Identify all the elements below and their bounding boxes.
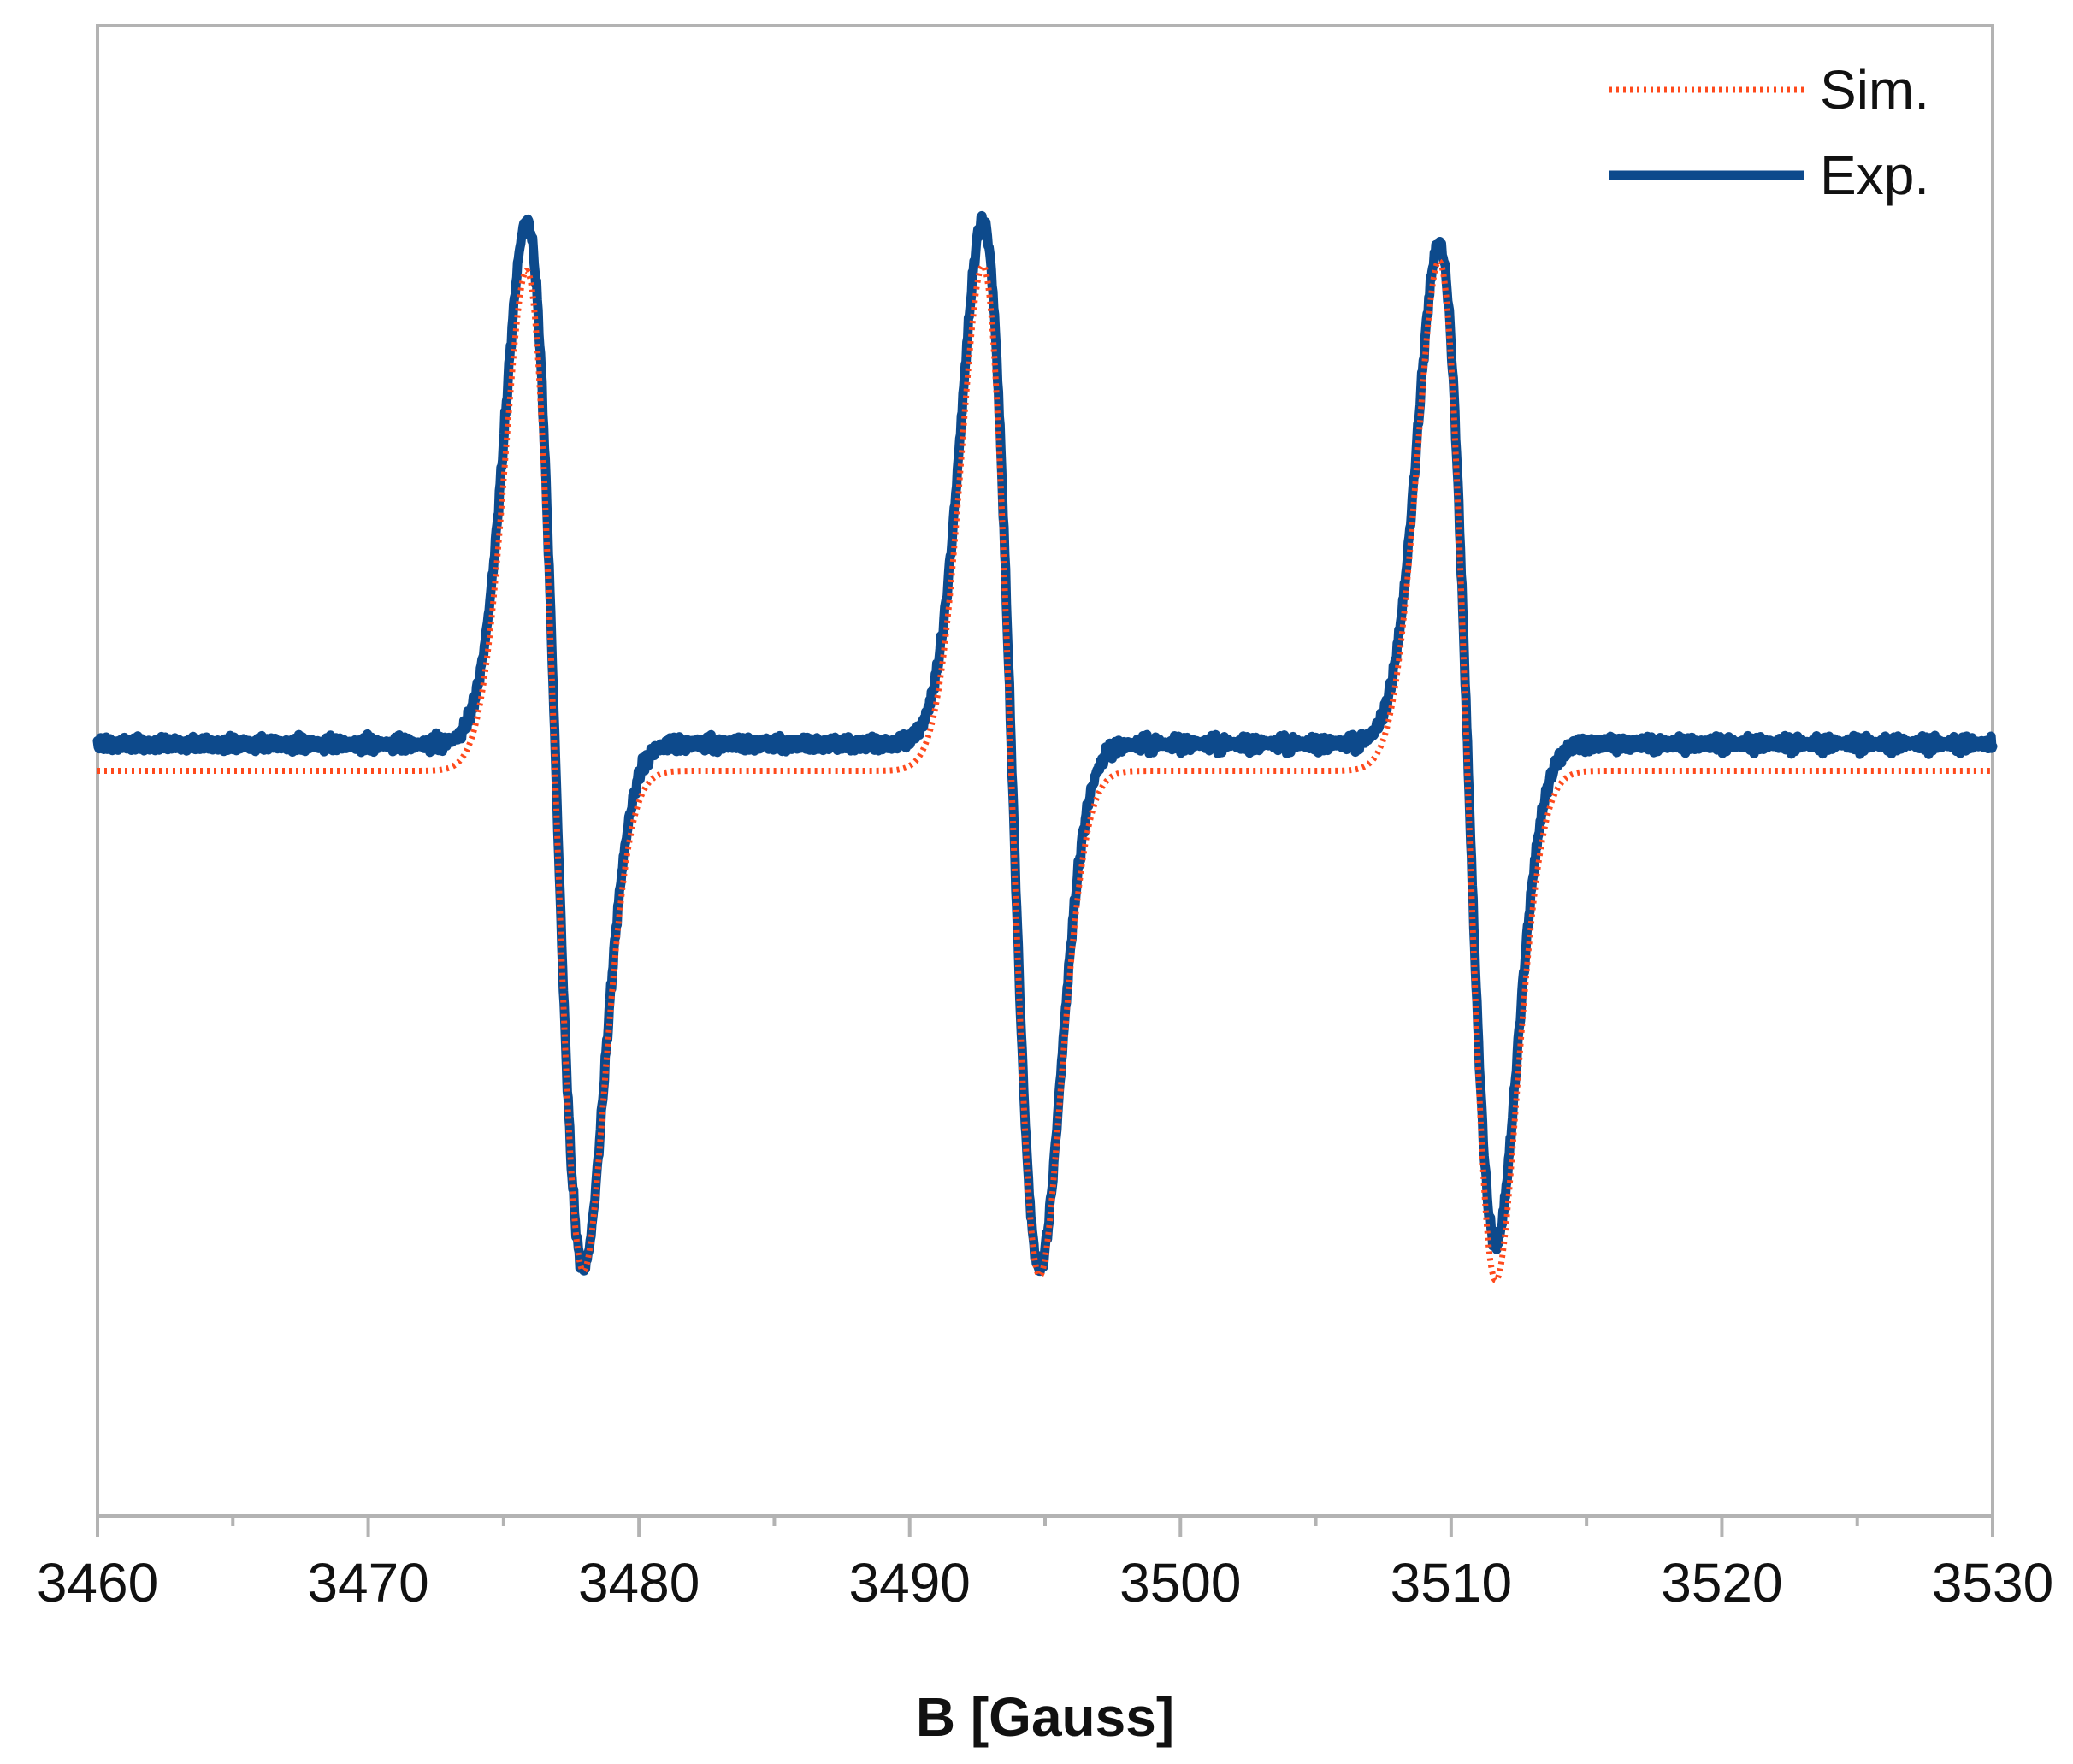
x-tick-label: 3480 [578, 1552, 700, 1614]
x-tick-label: 3460 [37, 1552, 158, 1614]
legend-label: Sim. [1820, 59, 1929, 121]
series-layer [92, 210, 1998, 1284]
series-line-sim [95, 257, 1995, 1284]
x-tick-label: 3510 [1391, 1552, 1512, 1614]
x-tick-label: 3490 [849, 1552, 971, 1614]
x-axis-title: B [Gauss] [916, 1686, 1174, 1748]
x-axis-tick-labels: 3460 3470 3480 3490 3500 3510 3520 3530 [37, 1552, 2053, 1614]
x-axis-ticks [96, 1516, 1994, 1537]
x-tick-label: 3470 [307, 1552, 428, 1614]
series-line-exp [92, 210, 1998, 1277]
x-tick-label: 3500 [1119, 1552, 1241, 1614]
legend-label: Exp. [1820, 145, 1929, 206]
x-tick-label: 3530 [1932, 1552, 2053, 1614]
legend: Sim. Exp. [1609, 59, 1929, 206]
x-tick-label: 3520 [1661, 1552, 1782, 1614]
